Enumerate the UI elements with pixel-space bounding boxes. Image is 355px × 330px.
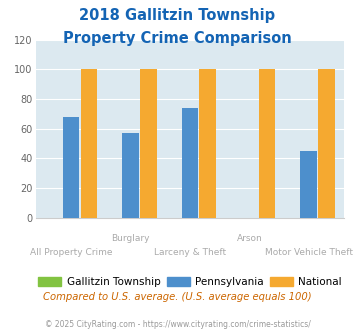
Bar [81, 69, 97, 218]
Text: Burglary: Burglary [111, 235, 150, 244]
Text: Arson: Arson [236, 235, 262, 244]
Bar [63, 117, 80, 218]
Legend: Gallitzin Township, Pennsylvania, National: Gallitzin Township, Pennsylvania, Nation… [34, 273, 345, 291]
Text: Property Crime Comparison: Property Crime Comparison [63, 31, 292, 46]
Text: Compared to U.S. average. (U.S. average equals 100): Compared to U.S. average. (U.S. average … [43, 292, 312, 302]
Bar [318, 69, 335, 218]
Bar [300, 151, 317, 218]
Text: 2018 Gallitzin Township: 2018 Gallitzin Township [80, 8, 275, 23]
Bar [122, 133, 139, 218]
Bar [259, 69, 275, 218]
Text: Larceny & Theft: Larceny & Theft [154, 248, 226, 257]
Text: All Property Crime: All Property Crime [30, 248, 113, 257]
Text: Motor Vehicle Theft: Motor Vehicle Theft [265, 248, 353, 257]
Text: © 2025 CityRating.com - https://www.cityrating.com/crime-statistics/: © 2025 CityRating.com - https://www.city… [45, 320, 310, 329]
Bar [140, 69, 157, 218]
Bar [200, 69, 216, 218]
Bar [182, 108, 198, 218]
